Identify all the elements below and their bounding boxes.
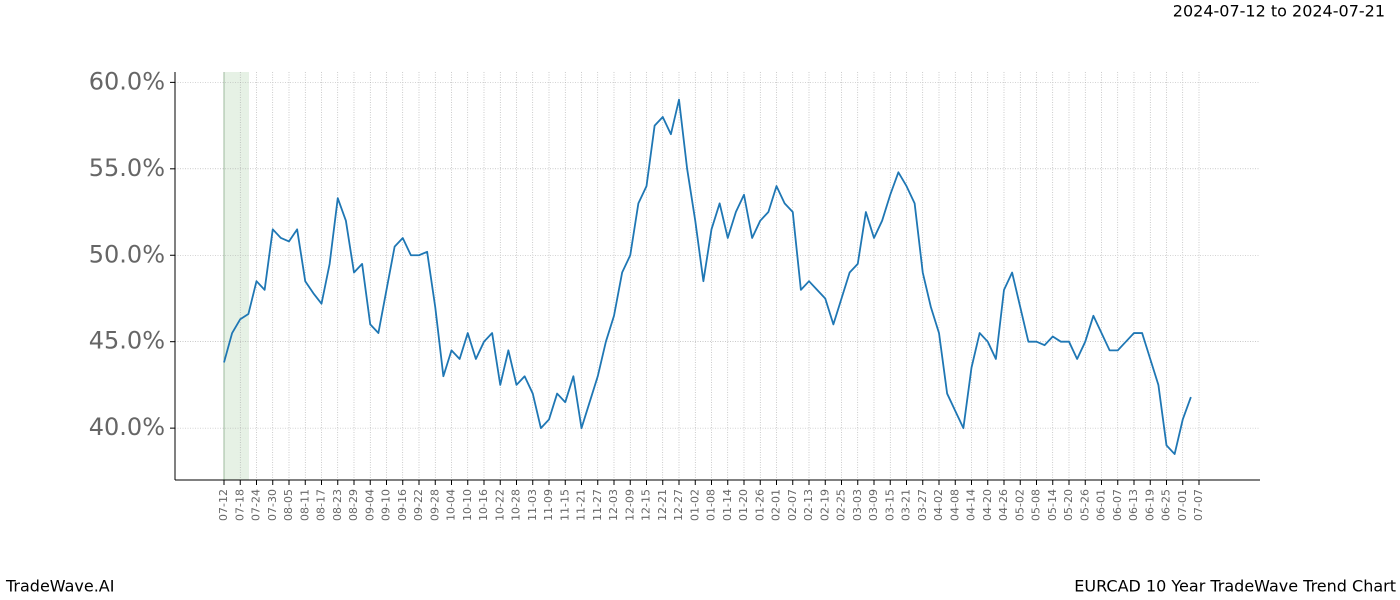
x-tick-label: 11-27 [591, 489, 604, 521]
x-tick-label: 02-25 [835, 489, 848, 521]
x-tick-label: 07-07 [1192, 489, 1205, 521]
x-tick-label: 12-27 [672, 489, 685, 521]
x-tick-label: 10-16 [477, 489, 490, 521]
x-tick-label: 11-03 [526, 489, 539, 521]
x-tick-label: 03-15 [883, 489, 896, 521]
x-tick-label: 05-14 [1046, 489, 1059, 521]
y-tick-label: 50.0% [89, 240, 165, 268]
x-tick-label: 05-08 [1030, 489, 1043, 521]
x-tick-label: 09-16 [396, 489, 409, 521]
x-tick-label: 07-12 [217, 489, 230, 521]
x-tick-label: 01-02 [688, 489, 701, 521]
grid [175, 72, 1260, 480]
x-tick-label: 02-07 [786, 489, 799, 521]
x-tick-label: 05-20 [1062, 489, 1075, 521]
x-tick-label: 04-26 [997, 489, 1010, 521]
x-tick-label: 08-23 [331, 489, 344, 521]
y-tick-label: 55.0% [89, 154, 165, 182]
x-tick-label: 05-02 [1013, 489, 1026, 521]
x-tick-label: 09-28 [428, 489, 441, 521]
x-tick-label: 12-09 [623, 489, 636, 521]
x-tick-label: 06-07 [1111, 489, 1124, 521]
brand: TradeWave.AI [5, 577, 114, 596]
x-tick-label: 06-19 [1143, 489, 1156, 521]
x-tick-label: 11-21 [575, 489, 588, 521]
caption: EURCAD 10 Year TradeWave Trend Chart [1074, 577, 1396, 596]
x-tick-label: 03-09 [867, 489, 880, 521]
x-tick-label: 01-20 [737, 489, 750, 521]
x-tick-label: 02-19 [818, 489, 831, 521]
x-tick-label: 04-14 [965, 489, 978, 521]
x-tick-label: 12-21 [656, 489, 669, 521]
x-tick-label: 08-05 [282, 489, 295, 521]
x-tick-label: 10-22 [493, 489, 506, 521]
x-tick-label: 07-18 [233, 489, 246, 521]
x-tick-label: 02-13 [802, 489, 815, 521]
x-tick-label: 11-15 [558, 489, 571, 521]
y-tick-label: 40.0% [89, 413, 165, 441]
y-tick-label: 45.0% [89, 327, 165, 355]
x-tick-label: 01-26 [753, 489, 766, 521]
marks [223, 98, 1192, 455]
highlight-band [224, 72, 249, 480]
x-tick-label: 05-26 [1078, 489, 1091, 521]
x-tick-label: 04-02 [932, 489, 945, 521]
x-tick-label: 06-25 [1160, 489, 1173, 521]
line-series [223, 98, 1192, 455]
x-tick-label: 07-01 [1176, 489, 1189, 521]
x-tick-label: 02-01 [770, 489, 783, 521]
x-tick-label: 01-08 [705, 489, 718, 521]
x-tick-label: 10-10 [461, 489, 474, 521]
x-tick-label: 09-22 [412, 489, 425, 521]
x-tick-label: 03-27 [916, 489, 929, 521]
x-tick-label: 09-04 [363, 489, 376, 521]
x-tick-label: 08-17 [315, 489, 328, 521]
x-tick-label: 10-28 [510, 489, 523, 521]
x-tick-label: 12-03 [607, 489, 620, 521]
x-tick-label: 06-13 [1127, 489, 1140, 521]
x-tick-label: 04-20 [981, 489, 994, 521]
y-tick-label: 60.0% [89, 67, 165, 95]
x-tick-label: 08-29 [347, 489, 360, 521]
date-range: 2024-07-12 to 2024-07-21 [1173, 2, 1385, 21]
x-tick-label: 07-30 [266, 489, 279, 521]
x-tick-label: 06-01 [1095, 489, 1108, 521]
x-tick-label: 08-11 [298, 489, 311, 521]
x-tick-label: 01-14 [721, 489, 734, 521]
x-tick-label: 04-08 [948, 489, 961, 521]
x-tick-label: 03-21 [900, 489, 913, 521]
x-tick-label: 12-15 [640, 489, 653, 521]
x-tick-label: 03-03 [851, 489, 864, 521]
x-tick-label: 07-24 [250, 489, 263, 521]
x-tick-label: 11-09 [542, 489, 555, 521]
x-tick-label: 09-10 [380, 489, 393, 521]
x-tick-label: 10-04 [445, 489, 458, 521]
